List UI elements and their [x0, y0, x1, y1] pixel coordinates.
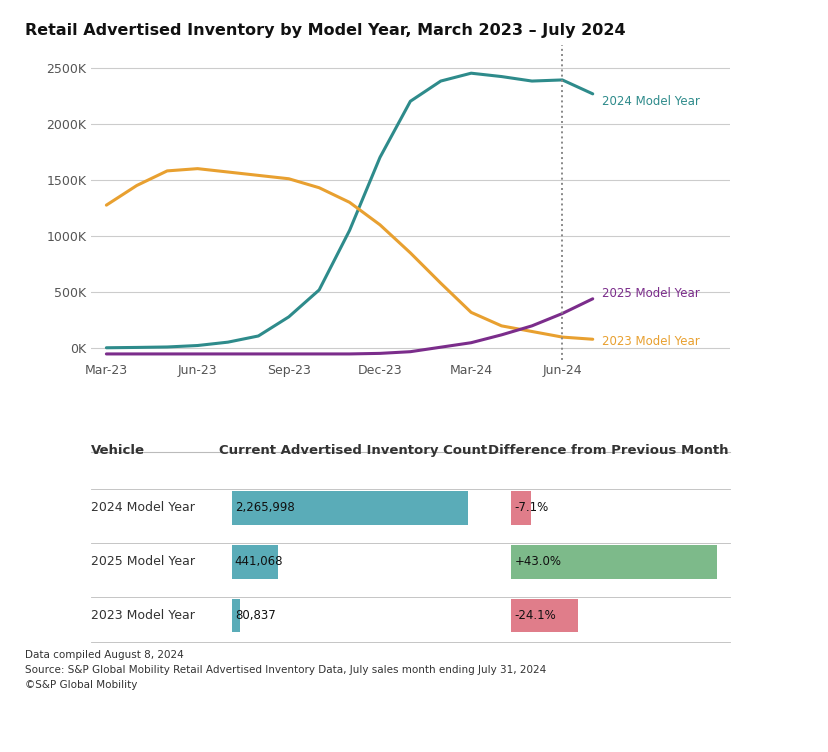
Bar: [231, 490, 467, 525]
Text: -24.1%: -24.1%: [514, 609, 556, 622]
Text: -7.1%: -7.1%: [514, 501, 548, 514]
Text: 2,265,998: 2,265,998: [234, 501, 294, 514]
Text: 2025 Model Year: 2025 Model Year: [601, 287, 699, 300]
Bar: [231, 544, 277, 578]
Bar: [231, 599, 240, 632]
Bar: [511, 490, 530, 525]
Text: Difference from Previous Month: Difference from Previous Month: [488, 444, 728, 456]
Text: Retail Advertised Inventory by Model Year, March 2023 – July 2024: Retail Advertised Inventory by Model Yea…: [25, 23, 625, 38]
Text: Current Advertised Inventory Count: Current Advertised Inventory Count: [219, 444, 486, 456]
Bar: [511, 599, 578, 632]
Text: 2025 Model Year: 2025 Model Year: [91, 555, 195, 569]
Text: 2024 Model Year: 2024 Model Year: [601, 95, 699, 108]
Text: Vehicle: Vehicle: [91, 444, 145, 456]
Text: 2024 Model Year: 2024 Model Year: [91, 501, 195, 514]
Text: 2023 Model Year: 2023 Model Year: [601, 335, 699, 348]
Text: 441,068: 441,068: [234, 555, 283, 569]
Text: 2023 Model Year: 2023 Model Year: [91, 609, 195, 622]
Bar: [511, 544, 716, 578]
Text: +43.0%: +43.0%: [514, 555, 561, 569]
Text: Data compiled August 8, 2024
Source: S&P Global Mobility Retail Advertised Inven: Data compiled August 8, 2024 Source: S&P…: [25, 650, 546, 690]
Text: 80,837: 80,837: [234, 609, 275, 622]
